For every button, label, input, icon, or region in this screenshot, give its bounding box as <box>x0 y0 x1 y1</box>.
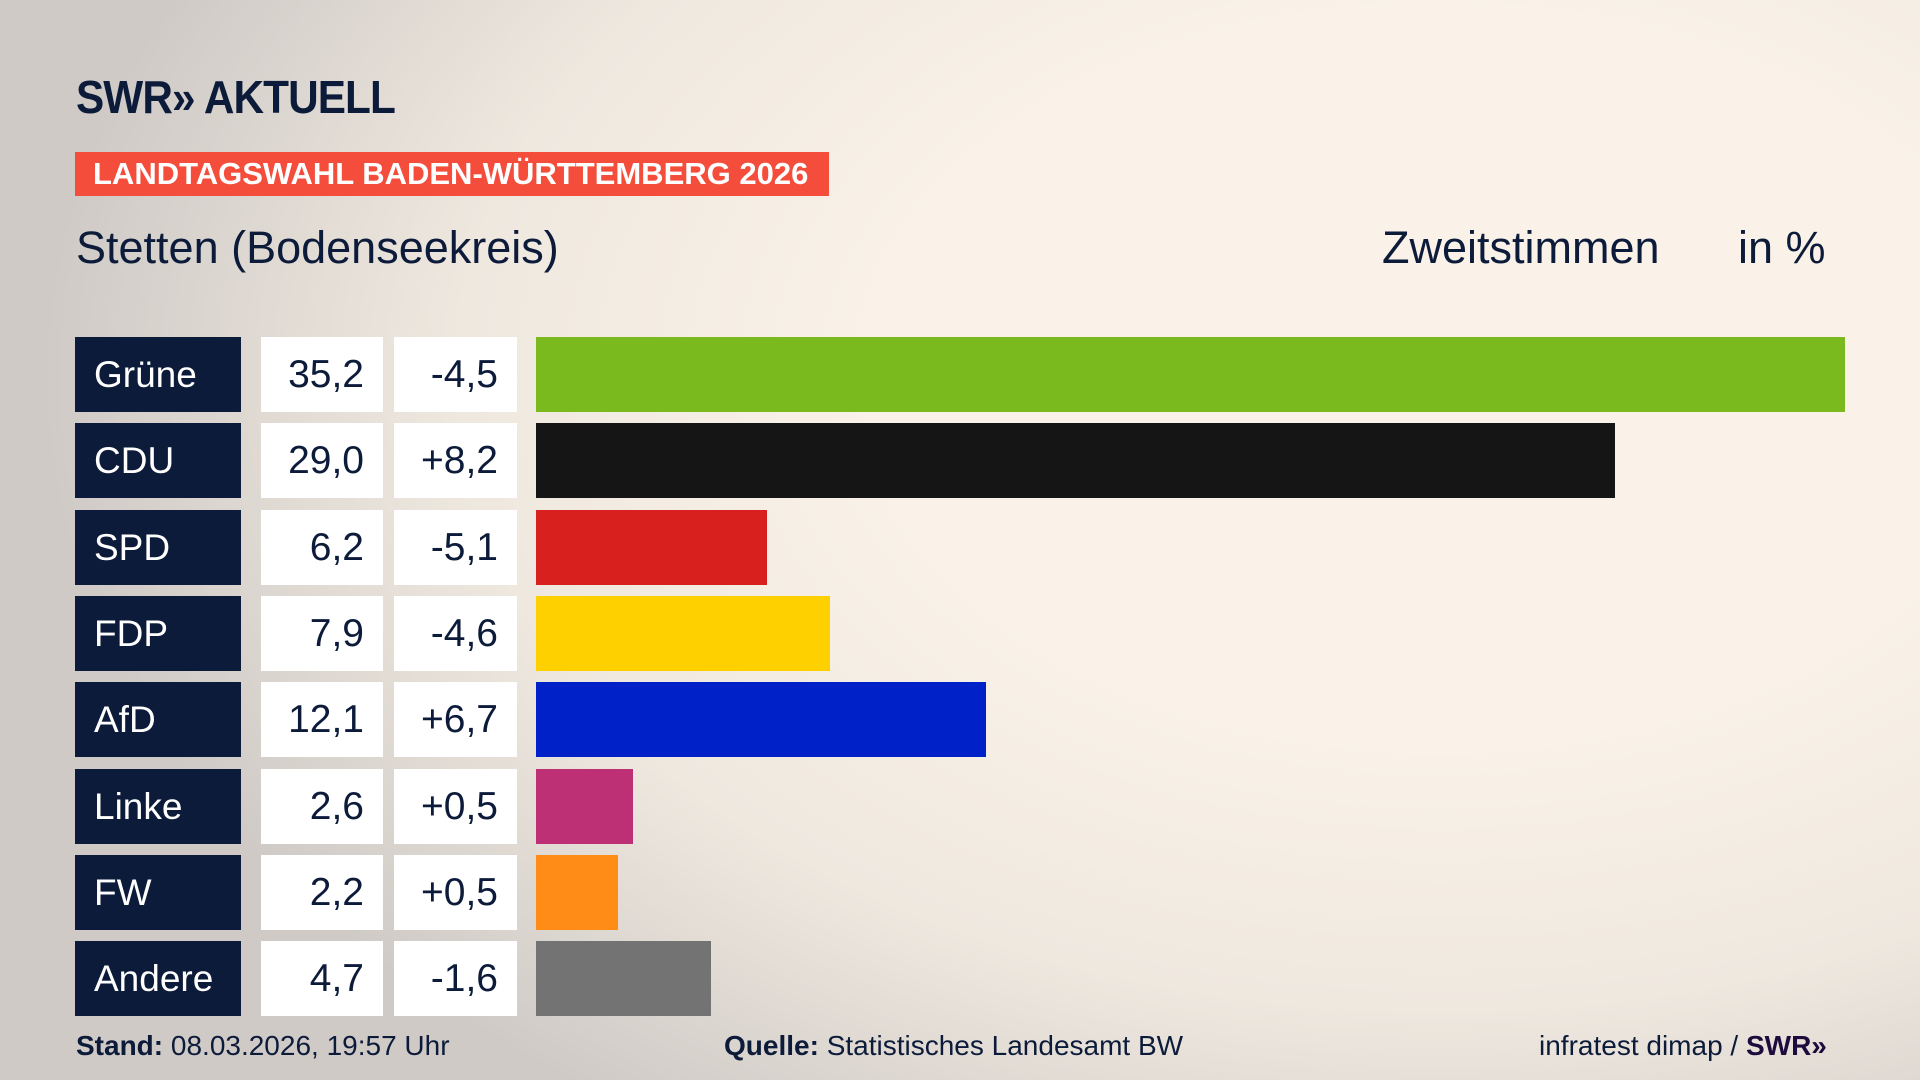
party-bar <box>536 682 986 758</box>
stand-label: Stand: <box>76 1030 164 1061</box>
party-diff: +0,5 <box>394 854 517 930</box>
party-value: 35,2 <box>261 337 383 412</box>
stand-value: 08.03.2026, 19:57 Uhr <box>163 1030 450 1061</box>
party-diff: +8,2 <box>394 423 517 499</box>
credit-text: infratest dimap / <box>1539 1030 1746 1061</box>
party-row: Linke 2,6 +0,5 <box>75 768 1875 844</box>
party-name: FW <box>75 854 241 930</box>
vote-type-label: Zweitstimmen <box>1382 222 1660 273</box>
party-row: FDP 7,9 -4,6 <box>75 595 1875 671</box>
party-name: Grüne <box>75 337 241 412</box>
party-bar <box>536 509 767 585</box>
party-bar <box>536 768 633 844</box>
party-name: CDU <box>75 423 241 499</box>
party-diff: -4,6 <box>394 595 517 671</box>
timestamp: Stand: 08.03.2026, 19:57 Uhr <box>76 1030 450 1062</box>
party-diff: -1,6 <box>394 941 517 1017</box>
party-row: Andere 4,7 -1,6 <box>75 941 1875 1017</box>
party-row: CDU 29,0 +8,2 <box>75 423 1875 499</box>
party-value: 7,9 <box>261 595 383 671</box>
party-row: SPD 6,2 -5,1 <box>75 509 1875 585</box>
party-value: 2,6 <box>261 768 383 844</box>
party-row: FW 2,2 +0,5 <box>75 854 1875 930</box>
party-bar <box>536 423 1615 499</box>
party-bar <box>536 941 711 1017</box>
party-name: SPD <box>75 509 241 585</box>
party-bar <box>536 854 618 930</box>
party-name: Andere <box>75 941 241 1017</box>
party-value: 4,7 <box>261 941 383 1017</box>
party-bar <box>536 337 1846 412</box>
party-value: 6,2 <box>261 509 383 585</box>
source: Quelle: Statistisches Landesamt BW <box>724 1030 1183 1062</box>
party-row: AfD 12,1 +6,7 <box>75 682 1875 758</box>
party-value: 12,1 <box>261 682 383 758</box>
party-diff: -4,5 <box>394 337 517 412</box>
party-name: AfD <box>75 682 241 758</box>
swr-aktuell-logo: SWR» AKTUELL <box>76 71 396 123</box>
party-name: FDP <box>75 595 241 671</box>
region-title: Stetten (Bodenseekreis) <box>76 222 559 273</box>
source-label: Quelle: <box>724 1030 819 1061</box>
party-bar <box>536 595 830 671</box>
party-diff: +6,7 <box>394 682 517 758</box>
party-diff: +0,5 <box>394 768 517 844</box>
party-row: Grüne 35,2 -4,5 <box>75 337 1875 412</box>
unit-label: in % <box>1738 222 1826 273</box>
party-value: 2,2 <box>261 854 383 930</box>
credit: infratest dimap / SWR» <box>1539 1030 1827 1062</box>
party-name: Linke <box>75 768 241 844</box>
party-value: 29,0 <box>261 423 383 499</box>
swr-logo-small: SWR» <box>1745 1030 1827 1061</box>
party-diff: -5,1 <box>394 509 517 585</box>
election-banner: LANDTAGSWAHL BADEN-WÜRTTEMBERG 2026 <box>75 152 829 196</box>
source-value: Statistisches Landesamt BW <box>818 1030 1184 1061</box>
